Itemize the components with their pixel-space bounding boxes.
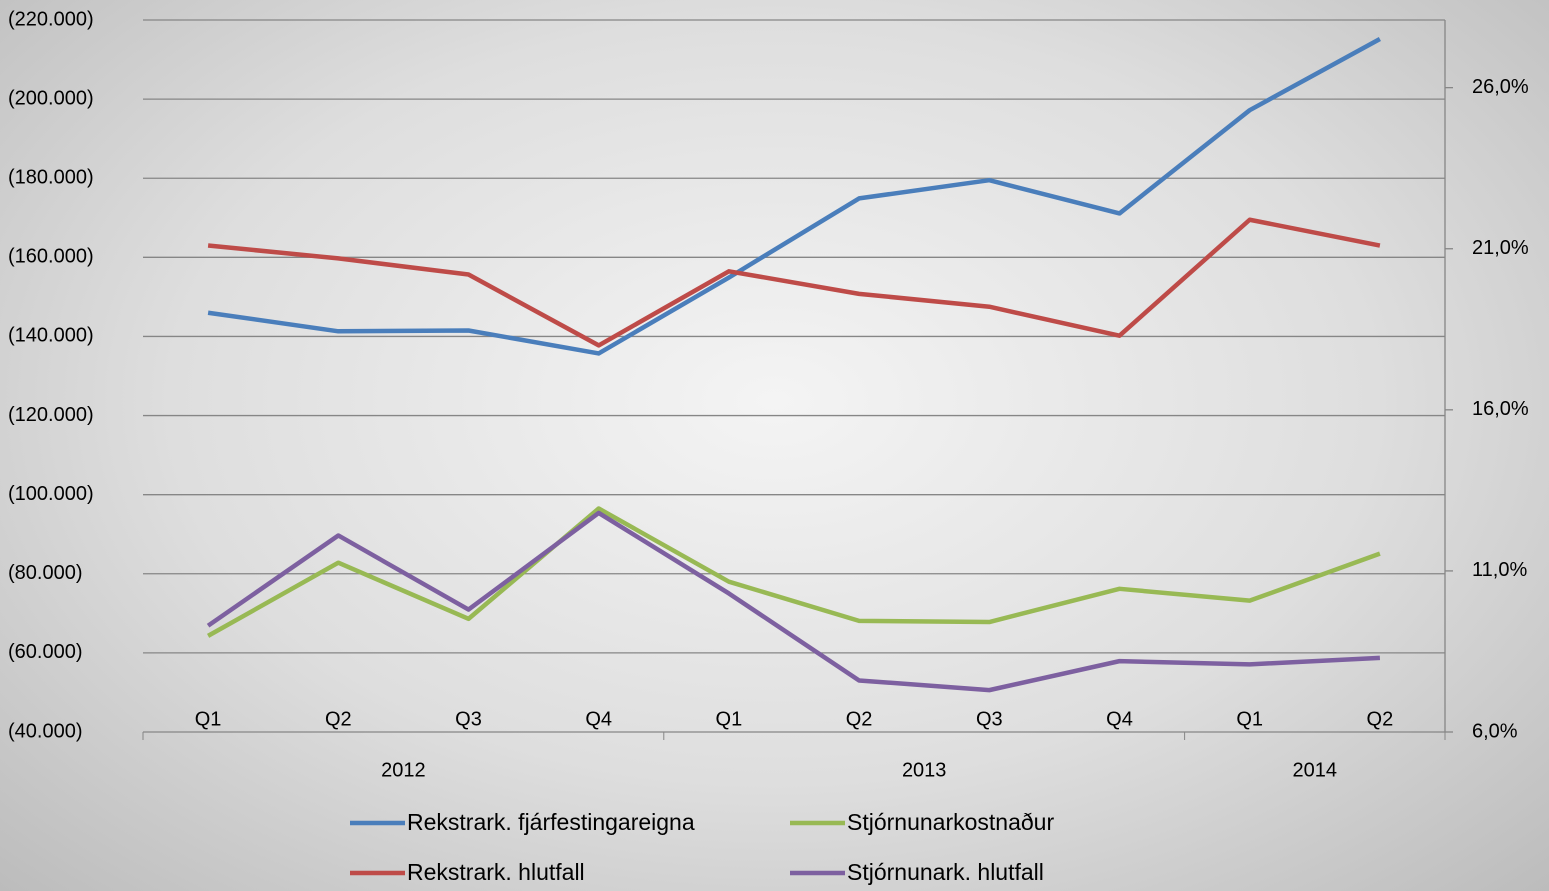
y-tick-label: (80.000) — [8, 562, 83, 584]
x-tick-label: Q4 — [585, 708, 612, 730]
y-tick-label: (140.000) — [8, 325, 94, 347]
y2-tick-label: 16,0% — [1472, 398, 1529, 420]
y2-tick-label: 6,0% — [1472, 720, 1518, 742]
y-tick-label: (120.000) — [8, 404, 94, 426]
x-tick-label: Q3 — [976, 708, 1003, 730]
y2-tick-label: 26,0% — [1472, 76, 1529, 98]
x-tick-label: Q1 — [716, 708, 743, 730]
series-line — [207, 217, 1381, 348]
x-group-label: 2013 — [902, 759, 947, 781]
y-tick-label: (40.000) — [8, 720, 83, 742]
series-line — [206, 506, 1381, 638]
y-tick-label: (180.000) — [8, 167, 94, 189]
x-tick-label: Q2 — [325, 708, 352, 730]
y2-tick-label: 21,0% — [1472, 237, 1529, 259]
x-tick-label: Q4 — [1106, 708, 1133, 730]
series-line — [207, 37, 1381, 356]
legend-label: Stjórnunark. hlutfall — [847, 859, 1044, 885]
x-tick-label: Q3 — [455, 708, 482, 730]
x-group-label: 2012 — [381, 759, 426, 781]
y2-tick-label: 11,0% — [1472, 559, 1527, 581]
legend-label: Stjórnunarkostnaður — [847, 809, 1054, 835]
y-tick-label: (200.000) — [8, 87, 94, 109]
x-tick-label: Q2 — [1367, 708, 1394, 730]
x-tick-label: Q1 — [195, 708, 222, 730]
y-tick-label: (160.000) — [8, 246, 94, 268]
legend-label: Rekstrark. fjárfestingareigna — [407, 809, 695, 835]
y-tick-label: (100.000) — [8, 483, 94, 505]
x-tick-label: Q2 — [846, 708, 873, 730]
series-line — [206, 510, 1381, 693]
x-tick-label: Q1 — [1236, 708, 1263, 730]
x-group-label: 2014 — [1293, 759, 1338, 781]
y-tick-label: (60.000) — [8, 641, 83, 663]
y-tick-label: (220.000) — [8, 8, 94, 30]
legend-label: Rekstrark. hlutfall — [407, 859, 585, 885]
